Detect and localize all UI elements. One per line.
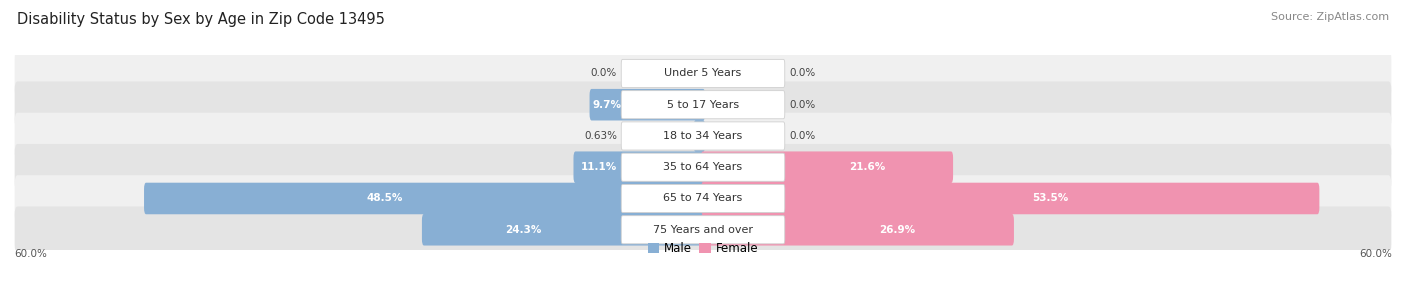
- FancyBboxPatch shape: [14, 144, 1392, 191]
- FancyBboxPatch shape: [14, 50, 1392, 97]
- FancyBboxPatch shape: [702, 152, 953, 183]
- Text: 60.0%: 60.0%: [14, 249, 46, 259]
- FancyBboxPatch shape: [621, 216, 785, 244]
- Text: 0.0%: 0.0%: [591, 68, 617, 78]
- FancyBboxPatch shape: [621, 185, 785, 213]
- Text: 53.5%: 53.5%: [1032, 193, 1069, 203]
- FancyBboxPatch shape: [589, 89, 704, 120]
- Text: 35 to 64 Years: 35 to 64 Years: [664, 162, 742, 172]
- Legend: Male, Female: Male, Female: [643, 237, 763, 260]
- Text: 5 to 17 Years: 5 to 17 Years: [666, 100, 740, 110]
- FancyBboxPatch shape: [621, 59, 785, 88]
- Text: 26.9%: 26.9%: [880, 225, 915, 235]
- FancyBboxPatch shape: [14, 113, 1392, 159]
- Text: 75 Years and over: 75 Years and over: [652, 225, 754, 235]
- FancyBboxPatch shape: [574, 152, 704, 183]
- Text: Disability Status by Sex by Age in Zip Code 13495: Disability Status by Sex by Age in Zip C…: [17, 12, 385, 27]
- FancyBboxPatch shape: [702, 214, 1014, 246]
- Text: Source: ZipAtlas.com: Source: ZipAtlas.com: [1271, 12, 1389, 22]
- Text: 60.0%: 60.0%: [1360, 249, 1392, 259]
- Text: 65 to 74 Years: 65 to 74 Years: [664, 193, 742, 203]
- Text: 0.0%: 0.0%: [789, 100, 815, 110]
- Text: 0.0%: 0.0%: [789, 131, 815, 141]
- Text: 24.3%: 24.3%: [505, 225, 541, 235]
- Text: 0.0%: 0.0%: [789, 68, 815, 78]
- Text: 0.63%: 0.63%: [583, 131, 617, 141]
- FancyBboxPatch shape: [422, 214, 704, 246]
- FancyBboxPatch shape: [621, 122, 785, 150]
- FancyBboxPatch shape: [14, 175, 1392, 222]
- FancyBboxPatch shape: [143, 183, 704, 214]
- FancyBboxPatch shape: [702, 183, 1319, 214]
- FancyBboxPatch shape: [693, 120, 704, 152]
- FancyBboxPatch shape: [14, 206, 1392, 253]
- Text: 18 to 34 Years: 18 to 34 Years: [664, 131, 742, 141]
- FancyBboxPatch shape: [14, 81, 1392, 128]
- FancyBboxPatch shape: [621, 153, 785, 181]
- FancyBboxPatch shape: [621, 91, 785, 119]
- Text: 9.7%: 9.7%: [592, 100, 621, 110]
- Text: Under 5 Years: Under 5 Years: [665, 68, 741, 78]
- Text: 48.5%: 48.5%: [366, 193, 402, 203]
- Text: 21.6%: 21.6%: [849, 162, 886, 172]
- Text: 11.1%: 11.1%: [581, 162, 617, 172]
